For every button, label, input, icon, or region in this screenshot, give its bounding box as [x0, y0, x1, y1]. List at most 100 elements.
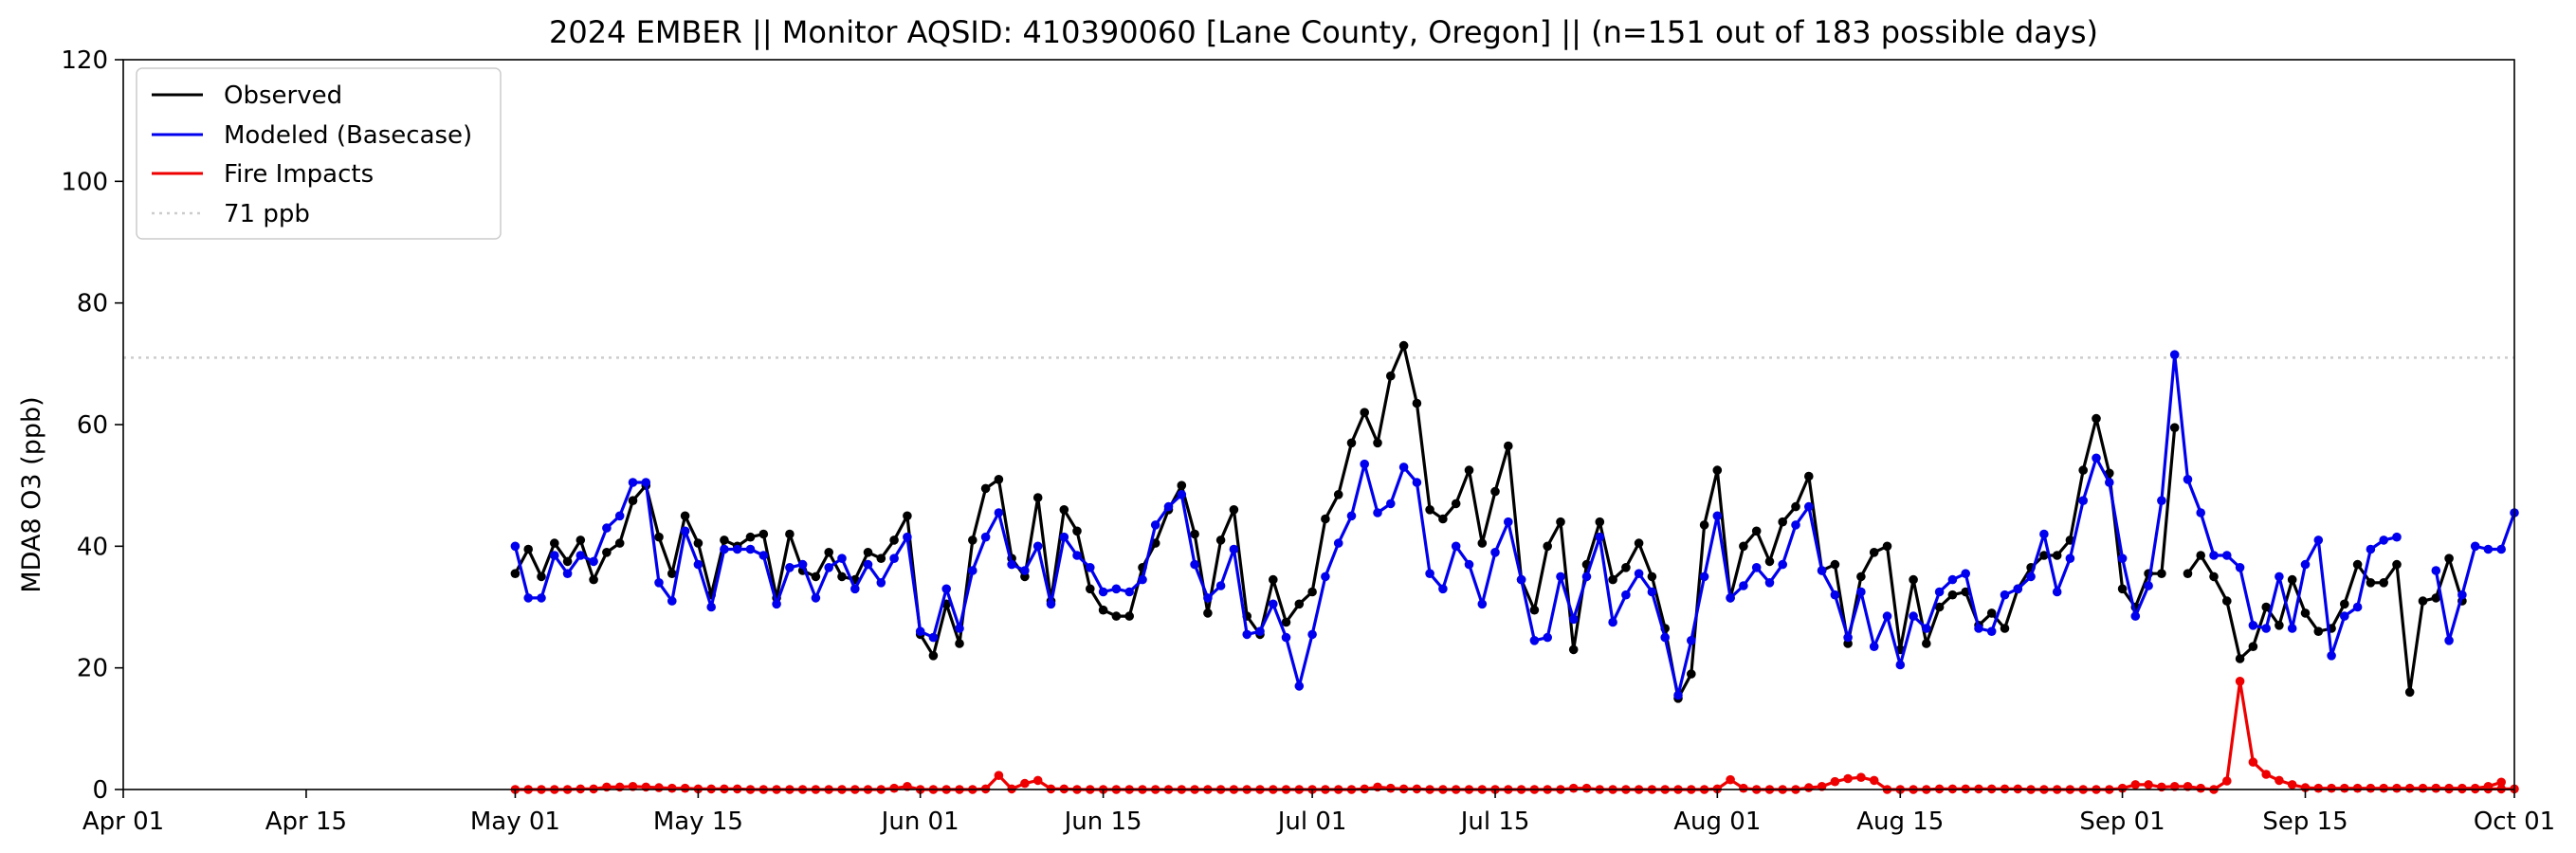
- data-point-modeled-basecase: [523, 593, 533, 603]
- data-point-observed: [1804, 471, 1814, 481]
- data-point-observed: [628, 496, 638, 505]
- data-point-modeled-basecase: [1386, 499, 1396, 509]
- y-axis: 0 20 40 60 80 100 120: [61, 46, 123, 805]
- data-point-modeled-basecase: [1934, 587, 1945, 597]
- data-point-modeled-basecase: [2366, 544, 2376, 554]
- data-point-modeled-basecase: [1581, 572, 1592, 582]
- data-point-observed: [2287, 574, 2297, 585]
- data-point-observed: [758, 529, 769, 539]
- data-point-fire-impacts: [667, 783, 677, 793]
- data-point-modeled-basecase: [2327, 651, 2336, 661]
- data-point-modeled-basecase: [1830, 590, 1840, 600]
- data-point-observed: [1438, 514, 1448, 524]
- data-point-modeled-basecase: [1425, 569, 1434, 578]
- data-point-observed: [889, 535, 899, 545]
- data-point-fire-impacts: [2144, 780, 2153, 789]
- data-point-observed: [562, 556, 573, 567]
- data-point-modeled-basecase: [941, 584, 951, 594]
- data-point-observed: [1504, 441, 1513, 451]
- data-point-modeled-basecase: [1699, 572, 1709, 582]
- data-point-fire-impacts: [2366, 783, 2376, 793]
- data-point-observed: [2418, 596, 2428, 606]
- data-point-observed: [1739, 541, 1748, 552]
- data-point-fire-impacts: [2275, 775, 2284, 786]
- data-point-modeled-basecase: [1660, 632, 1670, 643]
- data-point-modeled-basecase: [903, 532, 912, 542]
- data-point-modeled-basecase: [1333, 538, 1343, 548]
- data-point-observed: [1634, 538, 1644, 548]
- data-point-modeled-basecase: [1269, 599, 1278, 609]
- data-point-modeled-basecase: [1712, 511, 1723, 521]
- data-point-fire-impacts: [2340, 783, 2349, 793]
- data-point-observed: [1543, 541, 1552, 552]
- data-point-fire-impacts: [1581, 783, 1592, 793]
- data-point-observed: [2404, 687, 2415, 698]
- data-point-modeled-basecase: [1529, 636, 1540, 645]
- y-axis-label: MDA8 O3 (ppb): [17, 396, 46, 592]
- data-point-observed: [1778, 517, 1787, 527]
- y-tick-label: 120: [61, 46, 108, 75]
- data-point-modeled-basecase: [1451, 541, 1461, 552]
- data-point-fire-impacts: [1856, 772, 1866, 782]
- data-point-modeled-basecase: [876, 578, 886, 588]
- data-point-modeled-basecase: [1294, 681, 1305, 691]
- data-point-modeled-basecase: [1687, 636, 1696, 645]
- data-point-observed: [837, 572, 847, 582]
- data-point-observed: [2340, 599, 2349, 609]
- legend-entry-fire-impacts: Fire Impacts: [224, 160, 374, 189]
- series-layer: [510, 340, 2519, 794]
- data-point-observed: [2352, 559, 2363, 570]
- data-point-observed: [980, 483, 991, 494]
- data-point-modeled-basecase: [2287, 624, 2297, 633]
- data-point-fire-impacts: [1386, 783, 1396, 793]
- data-point-modeled-basecase: [1477, 599, 1488, 609]
- data-point-observed: [811, 572, 821, 582]
- data-point-observed: [876, 554, 886, 563]
- data-point-observed: [667, 569, 677, 578]
- data-point-observed: [2209, 572, 2219, 582]
- data-point-modeled-basecase: [1856, 587, 1866, 597]
- data-point-observed: [1124, 611, 1134, 621]
- data-point-fire-impacts: [1869, 775, 1879, 786]
- data-point-fire-impacts: [2496, 777, 2506, 788]
- data-point-modeled-basecase: [1909, 611, 1918, 621]
- data-point-modeled-basecase: [1412, 478, 1422, 487]
- data-point-observed: [523, 544, 533, 554]
- series-line-modeled-basecase: [2434, 512, 2516, 643]
- data-point-modeled-basecase: [1438, 584, 1448, 594]
- legend-entry-observed: Observed: [224, 82, 342, 110]
- data-point-fire-impacts: [1568, 783, 1579, 793]
- data-point-modeled-basecase: [2078, 496, 2088, 505]
- data-point-modeled-basecase: [2431, 566, 2441, 575]
- data-point-modeled-basecase: [1281, 632, 1291, 643]
- data-point-modeled-basecase: [1124, 587, 1134, 597]
- data-point-modeled-basecase: [1817, 566, 1827, 575]
- y-tick-label: 20: [77, 655, 108, 683]
- data-point-modeled-basecase: [1647, 587, 1657, 597]
- data-point-modeled-basecase: [2379, 535, 2388, 545]
- data-point-modeled-basecase: [1177, 490, 1187, 499]
- data-point-modeled-basecase: [1895, 660, 1906, 670]
- data-point-modeled-basecase: [550, 551, 559, 560]
- data-point-observed: [2039, 551, 2049, 560]
- data-point-observed: [2275, 621, 2284, 630]
- data-point-modeled-basecase: [2313, 535, 2324, 545]
- data-point-modeled-basecase: [1032, 541, 1043, 552]
- data-point-modeled-basecase: [1922, 624, 1931, 633]
- y-tick-label: 80: [77, 290, 108, 318]
- data-point-modeled-basecase: [1843, 632, 1853, 643]
- data-point-modeled-basecase: [1739, 581, 1748, 590]
- data-point-observed: [2431, 593, 2441, 603]
- data-point-observed: [1333, 490, 1343, 499]
- data-point-observed: [903, 511, 912, 521]
- data-point-modeled-basecase: [1608, 617, 1617, 627]
- data-point-observed: [1608, 574, 1617, 585]
- data-point-modeled-basecase: [2248, 621, 2258, 630]
- data-point-observed: [1647, 572, 1657, 582]
- data-point-observed: [614, 538, 625, 548]
- data-point-fire-impacts: [2222, 776, 2232, 786]
- data-point-observed: [680, 511, 690, 521]
- data-point-modeled-basecase: [797, 559, 808, 570]
- data-point-modeled-basecase: [1086, 563, 1095, 572]
- data-point-observed: [1830, 559, 1840, 570]
